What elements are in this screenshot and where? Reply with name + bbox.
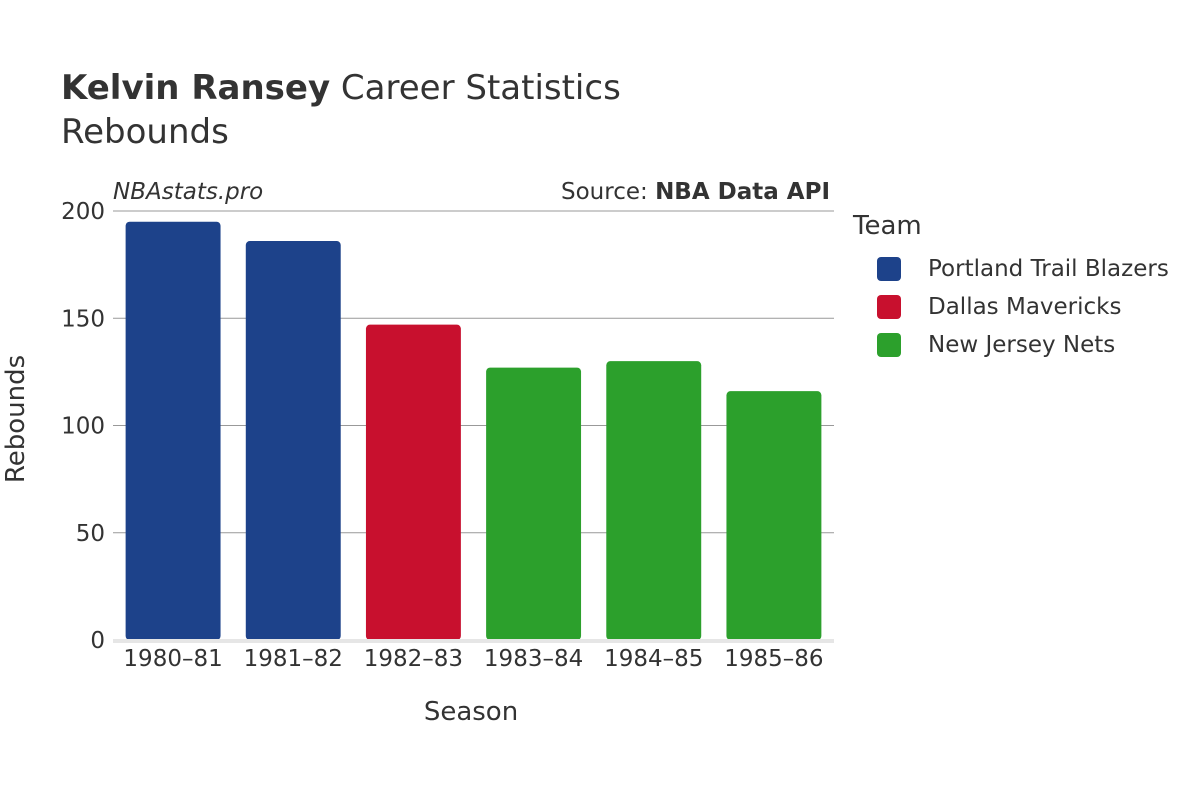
x-axis-line bbox=[113, 639, 834, 643]
player-name: Kelvin Ransey bbox=[61, 68, 331, 108]
legend-item-dallas[interactable]: Dallas Mavericks bbox=[853, 288, 1169, 326]
bar bbox=[606, 361, 702, 640]
x-tick-label: 1983–84 bbox=[484, 646, 583, 672]
bar bbox=[125, 221, 221, 640]
legend-label: Dallas Mavericks bbox=[928, 294, 1122, 320]
x-axis-label: Season bbox=[423, 697, 519, 727]
bar bbox=[365, 324, 461, 640]
y-tick-label: 0 bbox=[90, 628, 105, 654]
chart-subtitle: Rebounds bbox=[61, 112, 229, 152]
x-tick-label: 1984–85 bbox=[604, 646, 703, 672]
x-tick-label: 1982–83 bbox=[364, 646, 463, 672]
x-tick-label: 1981–82 bbox=[244, 646, 343, 672]
bar bbox=[486, 367, 582, 640]
x-tick-label: 1980–81 bbox=[123, 646, 222, 672]
legend-label: Portland Trail Blazers bbox=[928, 256, 1169, 282]
bar bbox=[245, 241, 341, 640]
y-tick-label: 100 bbox=[61, 414, 105, 440]
y-tick-label: 150 bbox=[61, 306, 105, 332]
x-tick-label: 1985–86 bbox=[724, 646, 823, 672]
y-axis-label: Rebounds bbox=[1, 354, 31, 484]
legend-title: Team bbox=[853, 211, 922, 241]
legend-swatch bbox=[877, 333, 901, 357]
title-suffix: Career Statistics bbox=[330, 68, 621, 108]
source-name: NBA Data API bbox=[655, 179, 830, 205]
y-tick-label: 200 bbox=[61, 199, 105, 225]
source-credit: Source: NBA Data API bbox=[561, 176, 830, 208]
legend-swatch bbox=[877, 295, 901, 319]
bar bbox=[726, 391, 822, 640]
legend-item-new-jersey[interactable]: New Jersey Nets bbox=[853, 326, 1169, 364]
watermark: NBAstats.pro bbox=[113, 179, 264, 205]
legend: Team Portland Trail Blazers Dallas Maver… bbox=[853, 208, 1169, 364]
legend-swatch bbox=[877, 257, 901, 281]
legend-label: New Jersey Nets bbox=[928, 332, 1116, 358]
y-tick-label: 50 bbox=[76, 521, 105, 547]
source-prefix: Source: bbox=[561, 179, 656, 205]
legend-item-portland[interactable]: Portland Trail Blazers bbox=[853, 250, 1169, 288]
chart-title: Kelvin Ransey Career Statistics bbox=[61, 66, 621, 110]
